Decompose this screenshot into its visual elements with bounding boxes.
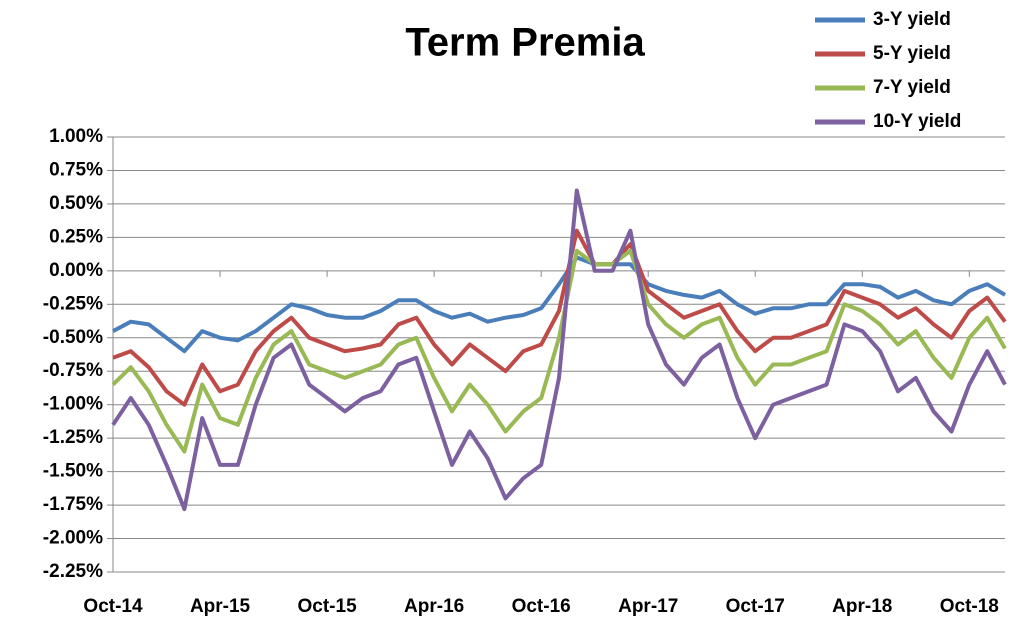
line-series (111, 188, 1007, 512)
x-tick-label: Oct-14 (83, 596, 143, 617)
legend-label: 10-Y yield (873, 111, 961, 132)
y-tick-label: 0.50% (49, 193, 103, 214)
line-series (112, 255, 1007, 354)
x-tick-label: Apr-15 (190, 596, 251, 617)
x-tick-label: Apr-18 (832, 596, 892, 617)
y-tick-label: -0.50% (43, 327, 103, 348)
y-tick-label: 0.00% (49, 260, 103, 281)
y-tick-label: 0.75% (49, 159, 103, 180)
y-tick-label: 1.00% (49, 126, 103, 147)
x-tick-label: Oct-16 (512, 596, 571, 617)
y-tick-label: -1.25% (43, 427, 103, 448)
line-series (112, 228, 1007, 407)
x-tick-label: Apr-16 (404, 596, 464, 617)
line-series (111, 248, 1007, 454)
y-tick-label: -0.75% (43, 360, 103, 381)
legend-label: 7-Y yield (873, 77, 951, 98)
legend-label: 5-Y yield (873, 43, 951, 64)
y-tick-label: -2.00% (43, 528, 103, 549)
x-tick-label: Oct-17 (726, 596, 785, 617)
x-tick-label: Oct-18 (940, 596, 999, 617)
chart-title: Term Premia (405, 21, 645, 65)
y-tick-label: -0.25% (43, 293, 103, 314)
y-tick-label: -2.25% (43, 561, 103, 582)
y-tick-label: 0.25% (49, 226, 103, 247)
y-tick-label: -1.50% (43, 461, 103, 482)
x-tick-label: Oct-15 (298, 596, 358, 617)
x-tick-label: Apr-17 (618, 596, 678, 617)
y-tick-label: -1.75% (43, 494, 103, 515)
y-tick-label: -1.00% (43, 394, 103, 415)
legend-label: 3-Y yield (873, 9, 951, 30)
